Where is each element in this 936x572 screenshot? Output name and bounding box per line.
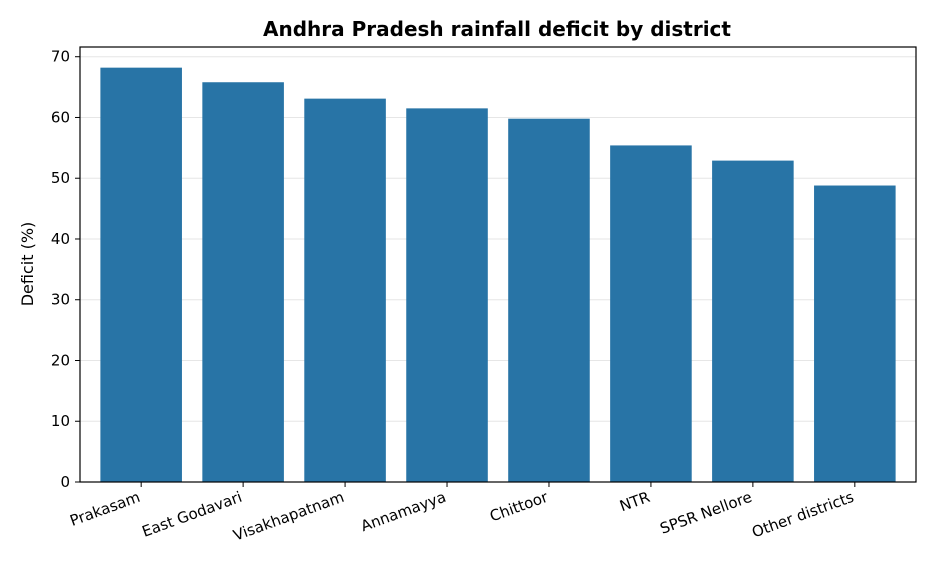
x-tick-label: Other districts xyxy=(749,488,856,542)
y-tick-label: 10 xyxy=(51,412,70,430)
y-tick-label: 60 xyxy=(51,108,70,126)
bar xyxy=(508,118,590,482)
x-tick-label: Annamayya xyxy=(358,488,448,535)
x-tick-label: NTR xyxy=(617,488,652,515)
bars xyxy=(100,67,896,483)
y-tick-label: 0 xyxy=(60,473,70,491)
y-axis-label: Deficit (%) xyxy=(18,222,37,307)
bar xyxy=(406,108,488,483)
bar xyxy=(100,67,182,482)
bar xyxy=(610,145,692,482)
y-tick-label: 70 xyxy=(51,48,70,66)
plot-frame xyxy=(79,46,917,483)
y-tick-label: 20 xyxy=(51,351,70,369)
x-tick-label: Chittoor xyxy=(487,488,551,526)
y-axis-ticks: 0 10 20 30 40 50 60 70 xyxy=(51,48,80,491)
x-tick-label: Visakhapatnam xyxy=(231,488,347,545)
chart-title: Andhra Pradesh rainfall deficit by distr… xyxy=(263,17,731,41)
bar xyxy=(202,82,284,482)
x-tick-label: East Godavari xyxy=(140,488,245,541)
y-tick-label: 30 xyxy=(51,291,70,309)
bar xyxy=(304,98,386,483)
y-tick-label: 40 xyxy=(51,230,70,248)
y-tick-label: 50 xyxy=(51,169,70,187)
x-tick-label: SPSR Nellore xyxy=(658,488,755,538)
bar xyxy=(712,160,794,482)
x-tick-label: Prakasam xyxy=(67,488,142,530)
bar xyxy=(814,185,896,483)
